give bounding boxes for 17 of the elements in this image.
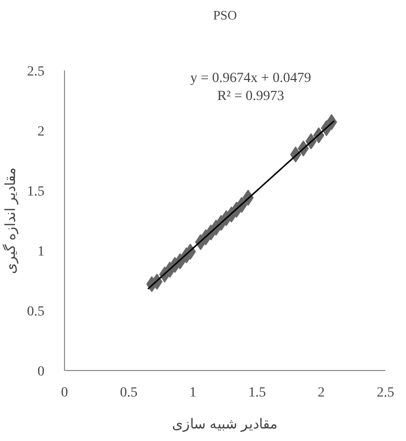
x-tick-label: 0.5 [120,386,138,400]
x-tick-label: 2.5 [376,386,394,400]
y-tick-label: 0.5 [27,304,44,320]
x-tick-label: 0 [61,386,68,400]
y-tick-label: 2 [38,124,44,140]
x-tick-label: 2 [318,386,325,400]
annotation: R² = 0.9973 [217,89,284,104]
chart-title: PSO [213,8,237,22]
annotation: y = 0.9674x + 0.0479 [190,71,312,86]
y-tick-label: 1.5 [27,184,44,200]
x-tick-label: 1 [189,386,196,400]
x-axis-title: مقادیر شبیه سازی [172,418,278,432]
y-axis-title: مقادیر اندازه گیری [2,167,19,274]
x-tick-label: 1.5 [248,386,266,400]
y-tick-label: 0 [38,364,44,380]
y-tick-label: 1 [38,244,44,260]
y-tick-label: 2.5 [27,64,44,80]
